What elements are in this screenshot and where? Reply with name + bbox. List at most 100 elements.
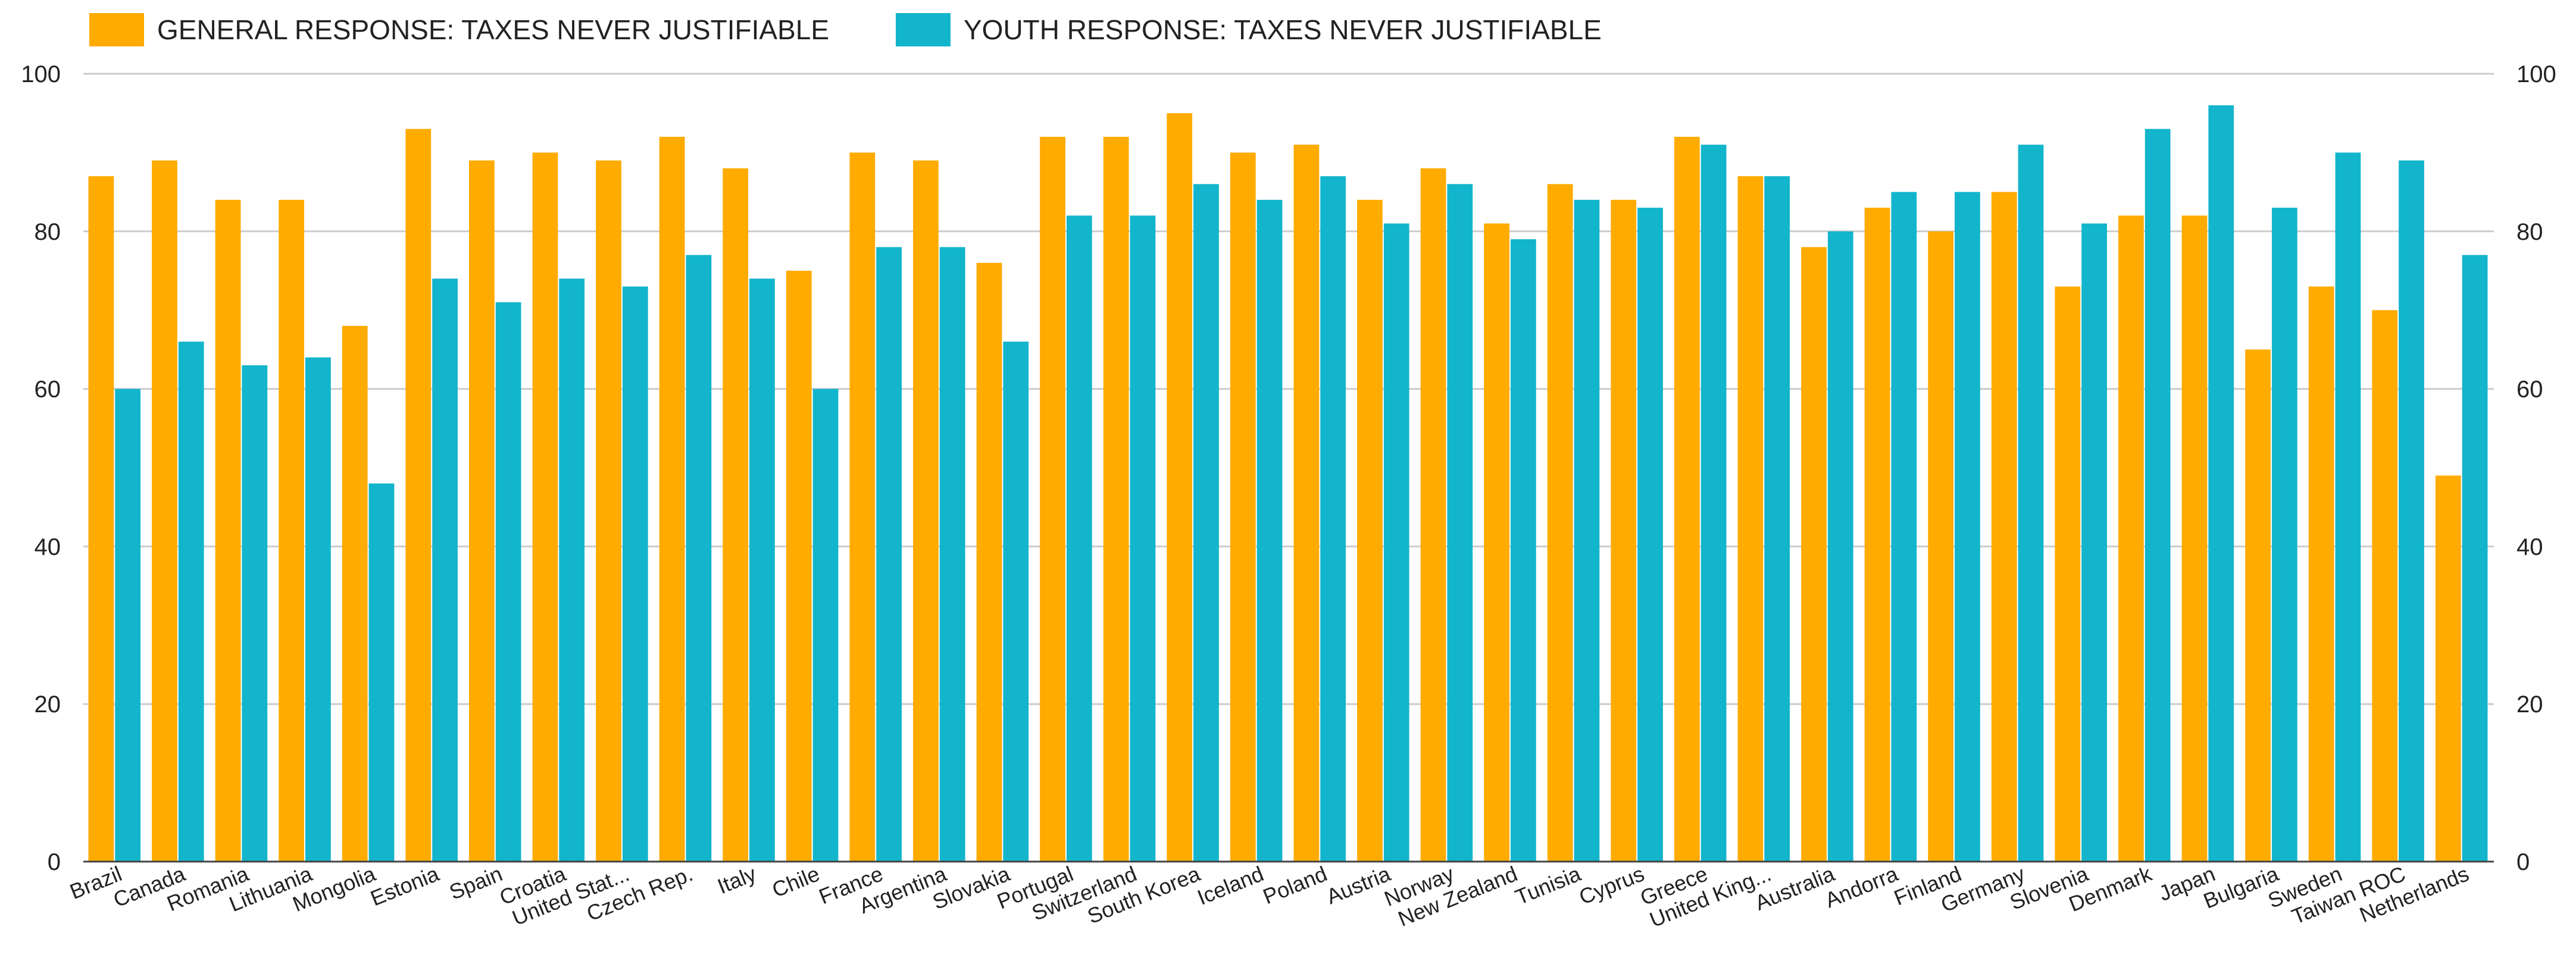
bar-youth: [2081, 223, 2107, 862]
bar-youth: [1130, 215, 1156, 862]
bar-youth: [1256, 199, 1283, 862]
bar-general: [723, 168, 749, 862]
legend-swatch-youth: [896, 13, 951, 46]
bar-youth: [876, 247, 902, 862]
legend-swatch-general: [89, 13, 144, 46]
bar-general: [976, 262, 1002, 862]
x-tick-label: Estonia: [367, 861, 443, 910]
bar-general: [2435, 475, 2461, 862]
bar-general: [1484, 223, 1510, 862]
bar-general: [2055, 286, 2081, 862]
y-tick-label-right: 40: [2516, 534, 2543, 560]
bar-general: [279, 199, 305, 862]
legend-label-youth: YOUTH RESPONSE: TAXES NEVER JUSTIFIABLE: [964, 14, 1602, 45]
bar-youth: [559, 278, 585, 862]
bar-general: [849, 152, 876, 862]
bar-general: [2181, 215, 2208, 862]
y-tick-label-left: 100: [21, 61, 61, 87]
bar-general: [469, 160, 495, 862]
bar-youth: [1320, 176, 1346, 862]
y-tick-label-right: 0: [2516, 849, 2530, 875]
bar-general: [1611, 199, 1637, 862]
bar-youth: [1637, 208, 1663, 862]
bar-youth: [1003, 342, 1029, 862]
bar-general: [405, 129, 432, 862]
bar-youth: [2018, 145, 2044, 862]
bar-general: [1293, 145, 1320, 862]
bar-youth: [1955, 192, 1980, 862]
bars: [88, 105, 2488, 862]
bar-general: [786, 271, 812, 862]
bar-general: [1230, 152, 1256, 862]
bar-youth: [812, 389, 839, 862]
x-tick-label: Italy: [714, 861, 759, 898]
bar-youth: [115, 389, 141, 862]
bar-general: [532, 152, 558, 862]
bar-general: [596, 160, 621, 862]
bar-general: [1801, 247, 1827, 862]
x-tick-label: Tunisia: [1512, 861, 1585, 909]
bar-youth: [305, 357, 331, 862]
bar-youth: [622, 286, 648, 862]
bar-youth: [1574, 199, 1600, 862]
bar-general: [1674, 136, 1700, 862]
bar-youth: [686, 255, 712, 862]
bar-general: [2308, 286, 2334, 862]
bar-youth: [1764, 176, 1790, 862]
bar-youth: [2335, 152, 2361, 862]
bar-general: [1040, 136, 1065, 862]
bar-youth: [368, 483, 395, 862]
bar-youth: [2399, 160, 2424, 862]
bar-youth: [432, 278, 458, 862]
x-tick-label: Spain: [446, 861, 506, 904]
bar-youth: [939, 247, 965, 862]
legend: GENERAL RESPONSE: TAXES NEVER JUSTIFIABL…: [89, 13, 1602, 46]
bar-general: [1547, 184, 1573, 862]
bar-youth: [178, 342, 204, 862]
x-tick-label: Chile: [768, 861, 823, 902]
y-tick-label-left: 20: [35, 691, 61, 718]
x-tick-label: Poland: [1259, 861, 1330, 909]
bar-general: [1357, 199, 1383, 862]
bar-youth: [1891, 192, 1917, 862]
bar-youth: [2144, 129, 2171, 862]
bar-youth: [1827, 231, 1853, 862]
bar-youth: [1066, 215, 1092, 862]
bar-youth: [2208, 105, 2234, 862]
bar-youth: [2271, 208, 2297, 862]
bar-youth: [495, 302, 521, 862]
bar-general: [1737, 176, 1764, 862]
x-tick-label: Austria: [1323, 861, 1395, 909]
bar-general: [2118, 215, 2144, 862]
legend-label-general: GENERAL RESPONSE: TAXES NEVER JUSTIFIABL…: [157, 14, 829, 45]
x-tick-label: Cyprus: [1575, 861, 1647, 909]
bar-general: [2245, 349, 2271, 862]
bar-youth: [242, 365, 268, 862]
y-tick-label-left: 80: [35, 219, 61, 245]
bar-general: [1167, 113, 1193, 862]
y-tick-label-left: 0: [48, 849, 61, 875]
bar-youth: [1447, 184, 1473, 862]
bar-general: [215, 199, 241, 862]
bar-general: [659, 136, 685, 862]
bar-youth: [2462, 255, 2488, 862]
bar-youth: [1383, 223, 1409, 862]
bar-general: [88, 176, 114, 862]
bar-youth: [1193, 184, 1219, 862]
y-tick-label-right: 60: [2516, 377, 2543, 403]
bar-general: [1103, 136, 1129, 862]
bar-general: [1991, 192, 2017, 862]
x-tick-label: Iceland: [1194, 861, 1267, 910]
bar-youth: [1511, 239, 1536, 862]
bar-general: [1420, 168, 1446, 862]
bar-general: [1928, 231, 1954, 862]
y-tick-label-right: 20: [2516, 691, 2543, 718]
bar-general: [913, 160, 939, 862]
y-tick-label-right: 80: [2516, 219, 2543, 245]
bar-youth: [1700, 145, 1727, 862]
bar-general: [1864, 208, 1890, 862]
x-tick-label: Andorra: [1821, 861, 1902, 912]
y-tick-label-left: 60: [35, 377, 61, 403]
